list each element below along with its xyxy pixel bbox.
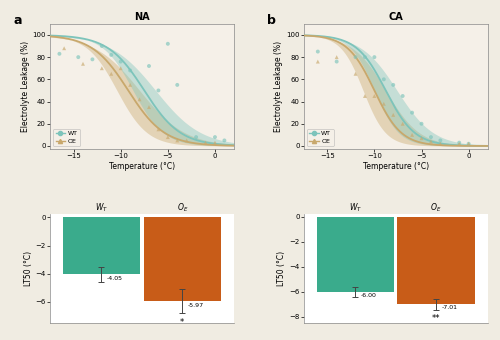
Text: a: a	[13, 14, 22, 27]
Point	[211, 140, 219, 146]
Point	[154, 126, 162, 132]
Point	[370, 54, 378, 60]
Point	[145, 63, 153, 69]
Point	[464, 141, 472, 147]
Point	[74, 54, 82, 60]
Point	[332, 54, 340, 60]
Point	[136, 97, 143, 102]
Text: -7.01: -7.01	[442, 305, 458, 310]
Bar	[398, 217, 474, 304]
Text: $O_E$: $O_E$	[176, 201, 188, 214]
X-axis label: Temperature (°C): Temperature (°C)	[362, 162, 428, 171]
Point	[361, 93, 369, 99]
Point	[108, 52, 116, 57]
Text: *: *	[180, 318, 184, 327]
Text: -5.97: -5.97	[188, 303, 204, 308]
Point	[116, 66, 124, 71]
Point	[408, 132, 416, 138]
Point	[455, 141, 463, 147]
Point	[389, 112, 397, 118]
Y-axis label: LT50 (°C): LT50 (°C)	[278, 251, 286, 286]
Point	[98, 66, 106, 71]
Title: CA: CA	[388, 12, 403, 22]
Point	[370, 93, 378, 99]
Title: NA: NA	[134, 12, 150, 22]
Point	[60, 46, 68, 51]
Point	[455, 140, 463, 146]
Point	[145, 104, 153, 110]
Point	[464, 141, 472, 147]
Point	[436, 141, 444, 147]
Point	[164, 41, 172, 47]
Point	[56, 51, 64, 56]
Point	[154, 88, 162, 93]
Point	[126, 68, 134, 73]
Text: $W_T$: $W_T$	[95, 201, 108, 214]
Text: **: **	[432, 314, 440, 323]
Text: -4.05: -4.05	[107, 275, 123, 280]
Y-axis label: Electrolyte Leakage (%): Electrolyte Leakage (%)	[274, 41, 283, 132]
Point	[380, 101, 388, 106]
Bar	[316, 217, 394, 292]
Point	[398, 121, 406, 126]
Point	[164, 134, 172, 140]
Point	[389, 82, 397, 88]
Bar	[144, 217, 221, 302]
Point	[202, 140, 209, 146]
Point	[108, 71, 116, 76]
Y-axis label: Electrolyte Leakage (%): Electrolyte Leakage (%)	[20, 41, 30, 132]
Text: $W_T$: $W_T$	[348, 201, 362, 214]
Point	[174, 138, 182, 143]
Point	[211, 134, 219, 140]
Point	[116, 59, 124, 64]
Y-axis label: LT50 (°C): LT50 (°C)	[24, 251, 32, 286]
Point	[126, 82, 134, 88]
Text: -6.00: -6.00	[360, 293, 376, 298]
Point	[314, 49, 322, 54]
Bar	[63, 217, 140, 274]
Legend: WT, OE: WT, OE	[307, 129, 334, 146]
Point	[418, 121, 426, 126]
Point	[361, 54, 369, 60]
Point	[352, 71, 360, 76]
Point	[408, 110, 416, 115]
Point	[79, 61, 87, 67]
Point	[427, 134, 435, 140]
Text: $O_E$: $O_E$	[430, 201, 442, 214]
Point	[192, 134, 200, 140]
X-axis label: Temperature (°C): Temperature (°C)	[109, 162, 175, 171]
Point	[98, 43, 106, 49]
Legend: WT, OE: WT, OE	[53, 129, 80, 146]
Point	[220, 138, 228, 143]
Point	[88, 57, 96, 62]
Point	[380, 76, 388, 82]
Point	[314, 59, 322, 64]
Point	[332, 59, 340, 64]
Text: b: b	[267, 14, 276, 27]
Point	[174, 82, 182, 88]
Point	[182, 138, 190, 143]
Point	[436, 138, 444, 143]
Point	[418, 136, 426, 141]
Point	[352, 54, 360, 60]
Point	[427, 139, 435, 144]
Point	[398, 93, 406, 99]
